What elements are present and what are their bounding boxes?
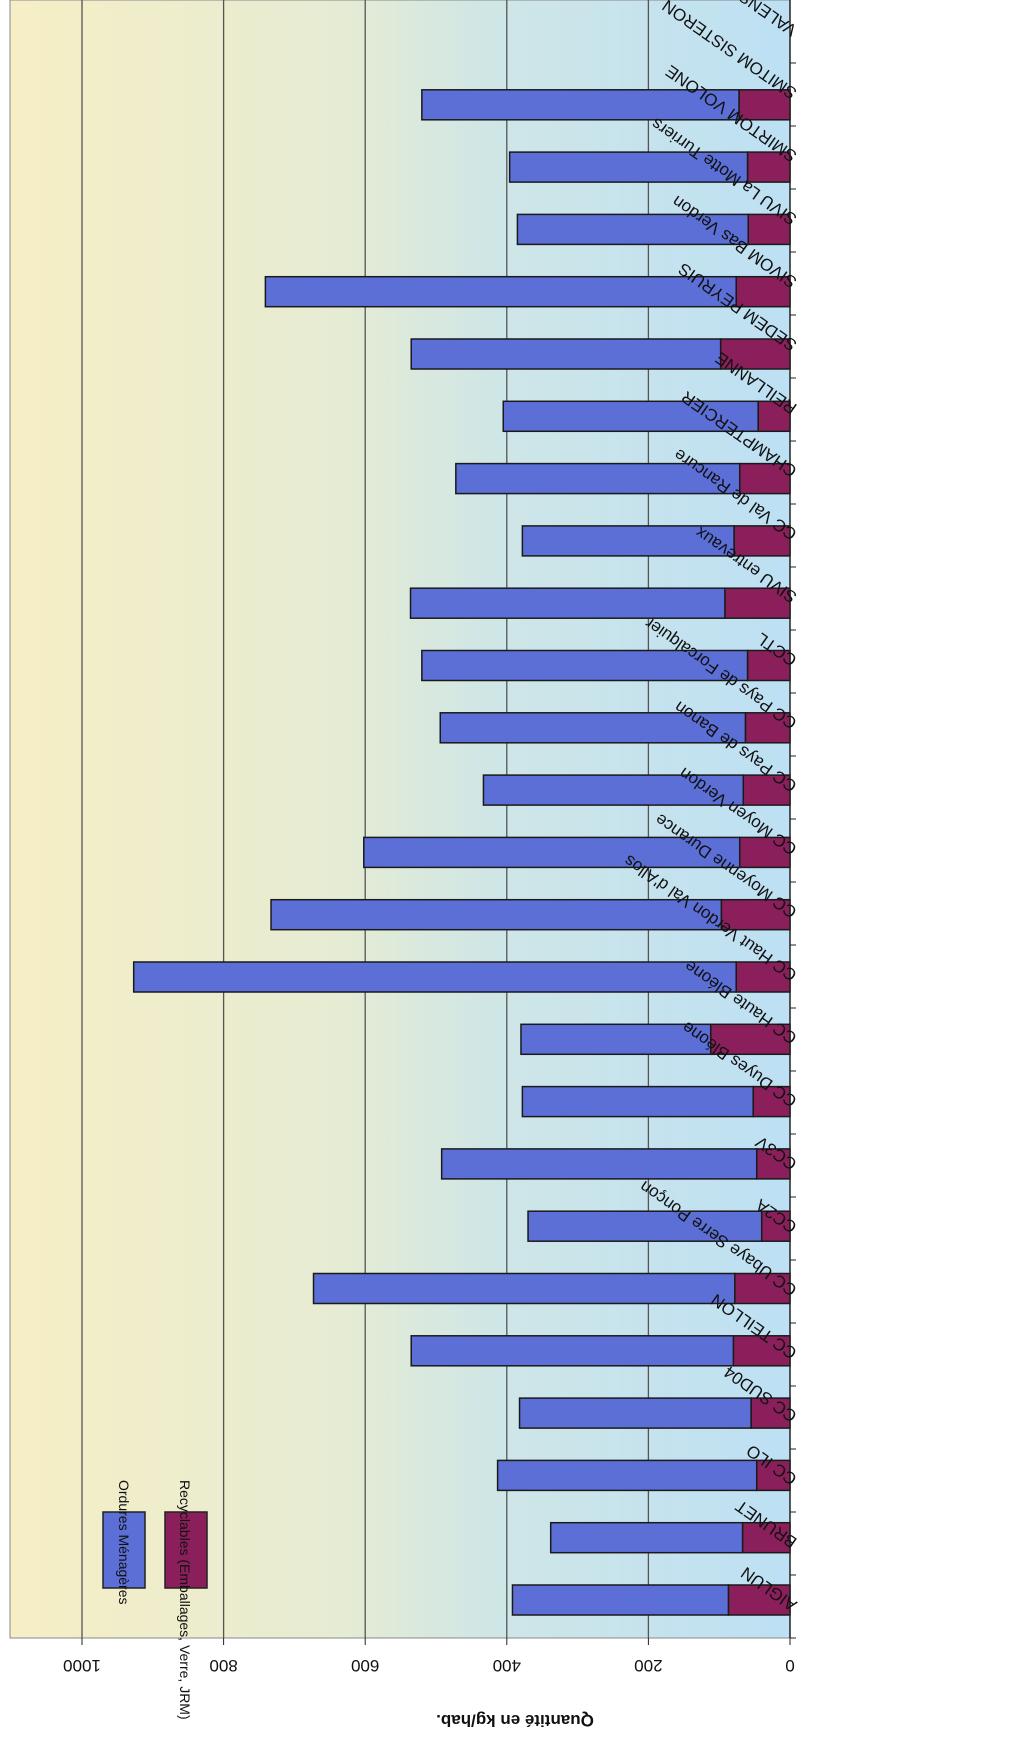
bar-ordures-menageres: [134, 962, 737, 992]
y-tick-label-800: 800: [209, 1656, 237, 1675]
tick-labels: 0 200 400 600 800 1000: [63, 1638, 795, 1675]
bar-ordures-menageres: [442, 1149, 757, 1179]
bar-ordures-menageres: [411, 339, 720, 369]
y-tick-label-600: 600: [351, 1656, 379, 1675]
legend-label-om: Ordures Ménagères: [116, 1480, 132, 1605]
bar-ordures-menageres: [265, 277, 736, 307]
bar-ordures-menageres: [520, 1398, 752, 1428]
y-tick-label-400: 400: [493, 1656, 521, 1675]
bar-ordures-menageres: [551, 1523, 743, 1553]
bar-ordures-menageres: [522, 1087, 753, 1117]
bar-ordures-menageres: [411, 588, 725, 618]
y-axis-label: Quantité en kg/hab.: [436, 1711, 594, 1730]
y-tick-label-0: 0: [785, 1656, 794, 1675]
bar-ordures-menageres: [411, 1336, 733, 1366]
bar-ordures-menageres: [498, 1460, 757, 1490]
legend-label-recyclables: Recyclables (Emballages, Verre, JRM): [177, 1480, 193, 1720]
bar-ordures-menageres: [271, 900, 721, 930]
bar-ordures-menageres: [512, 1585, 728, 1615]
bar-ordures-menageres: [314, 1274, 735, 1304]
y-tick-label-1000: 1000: [63, 1656, 101, 1675]
y-tick-label-200: 200: [634, 1656, 662, 1675]
